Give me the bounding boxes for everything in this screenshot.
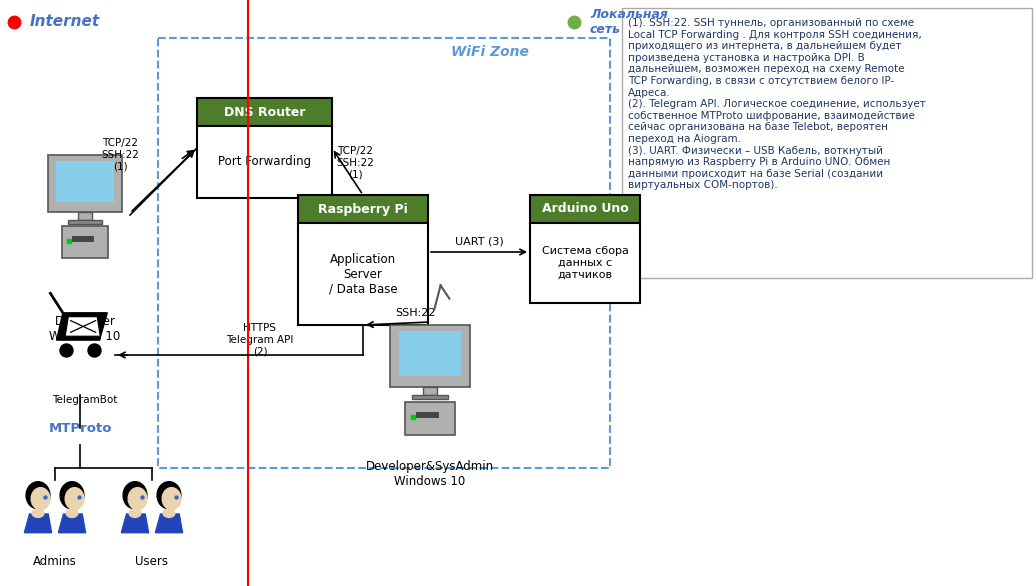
Text: TCP/22
SSH:22
(1): TCP/22 SSH:22 (1) xyxy=(102,138,139,172)
Text: HTTPS
Telegram API
(2): HTTPS Telegram API (2) xyxy=(226,323,293,357)
Text: MTProto: MTProto xyxy=(49,421,112,434)
Bar xyxy=(298,223,428,325)
Bar xyxy=(416,413,438,417)
Text: Локальная
сеть: Локальная сеть xyxy=(589,8,668,36)
Text: UART (3): UART (3) xyxy=(455,237,503,247)
Ellipse shape xyxy=(60,482,84,509)
Bar xyxy=(73,236,93,241)
Bar xyxy=(62,226,108,258)
Bar xyxy=(68,220,102,224)
Text: WiFi Zone: WiFi Zone xyxy=(451,45,529,59)
Ellipse shape xyxy=(163,488,181,510)
Bar xyxy=(197,126,332,198)
Text: TCP/22
SSH:22
(1): TCP/22 SSH:22 (1) xyxy=(336,146,374,179)
Bar xyxy=(530,195,640,223)
Bar xyxy=(405,401,455,435)
Text: Raspberry Pi: Raspberry Pi xyxy=(318,203,408,216)
Polygon shape xyxy=(121,514,148,533)
Polygon shape xyxy=(65,316,100,336)
Text: Developer
Windows 10: Developer Windows 10 xyxy=(50,315,120,343)
Text: Arduino Uno: Arduino Uno xyxy=(542,203,629,216)
Ellipse shape xyxy=(123,482,147,509)
Text: Admins: Admins xyxy=(33,555,77,568)
Bar xyxy=(530,223,640,303)
Bar xyxy=(622,8,1032,278)
Text: Internet: Internet xyxy=(30,15,100,29)
Bar xyxy=(399,331,461,376)
Ellipse shape xyxy=(163,509,175,517)
Bar xyxy=(79,212,91,220)
Text: TelegramBot: TelegramBot xyxy=(52,395,118,405)
Bar xyxy=(159,38,610,468)
Bar xyxy=(197,98,332,126)
Ellipse shape xyxy=(157,482,181,509)
Text: Port Forwarding: Port Forwarding xyxy=(218,155,311,169)
Bar xyxy=(48,155,122,212)
Ellipse shape xyxy=(26,482,50,509)
Bar xyxy=(412,394,448,399)
Ellipse shape xyxy=(128,488,147,510)
Polygon shape xyxy=(58,514,86,533)
Ellipse shape xyxy=(31,488,50,510)
Polygon shape xyxy=(25,514,52,533)
Text: (1). SSH:22. SSH туннель, организованный по схеме
Local TCP Forwarding . Для кон: (1). SSH:22. SSH туннель, организованный… xyxy=(628,18,926,190)
Bar xyxy=(56,161,114,202)
Bar xyxy=(423,387,437,394)
Text: Developer&SysAdmin
Windows 10: Developer&SysAdmin Windows 10 xyxy=(366,460,494,488)
Text: Система сбора
данных с
датчиков: Система сбора данных с датчиков xyxy=(542,246,629,280)
Polygon shape xyxy=(155,514,182,533)
Text: SSH:22: SSH:22 xyxy=(395,308,435,318)
Ellipse shape xyxy=(66,509,78,517)
Bar xyxy=(298,195,428,223)
Text: Application
Server
/ Data Base: Application Server / Data Base xyxy=(328,253,398,295)
Polygon shape xyxy=(57,313,108,340)
Bar xyxy=(391,325,469,387)
Text: DNS Router: DNS Router xyxy=(224,105,306,118)
Ellipse shape xyxy=(130,509,141,517)
Ellipse shape xyxy=(32,509,44,517)
Ellipse shape xyxy=(65,488,84,510)
Text: Users: Users xyxy=(136,555,169,568)
